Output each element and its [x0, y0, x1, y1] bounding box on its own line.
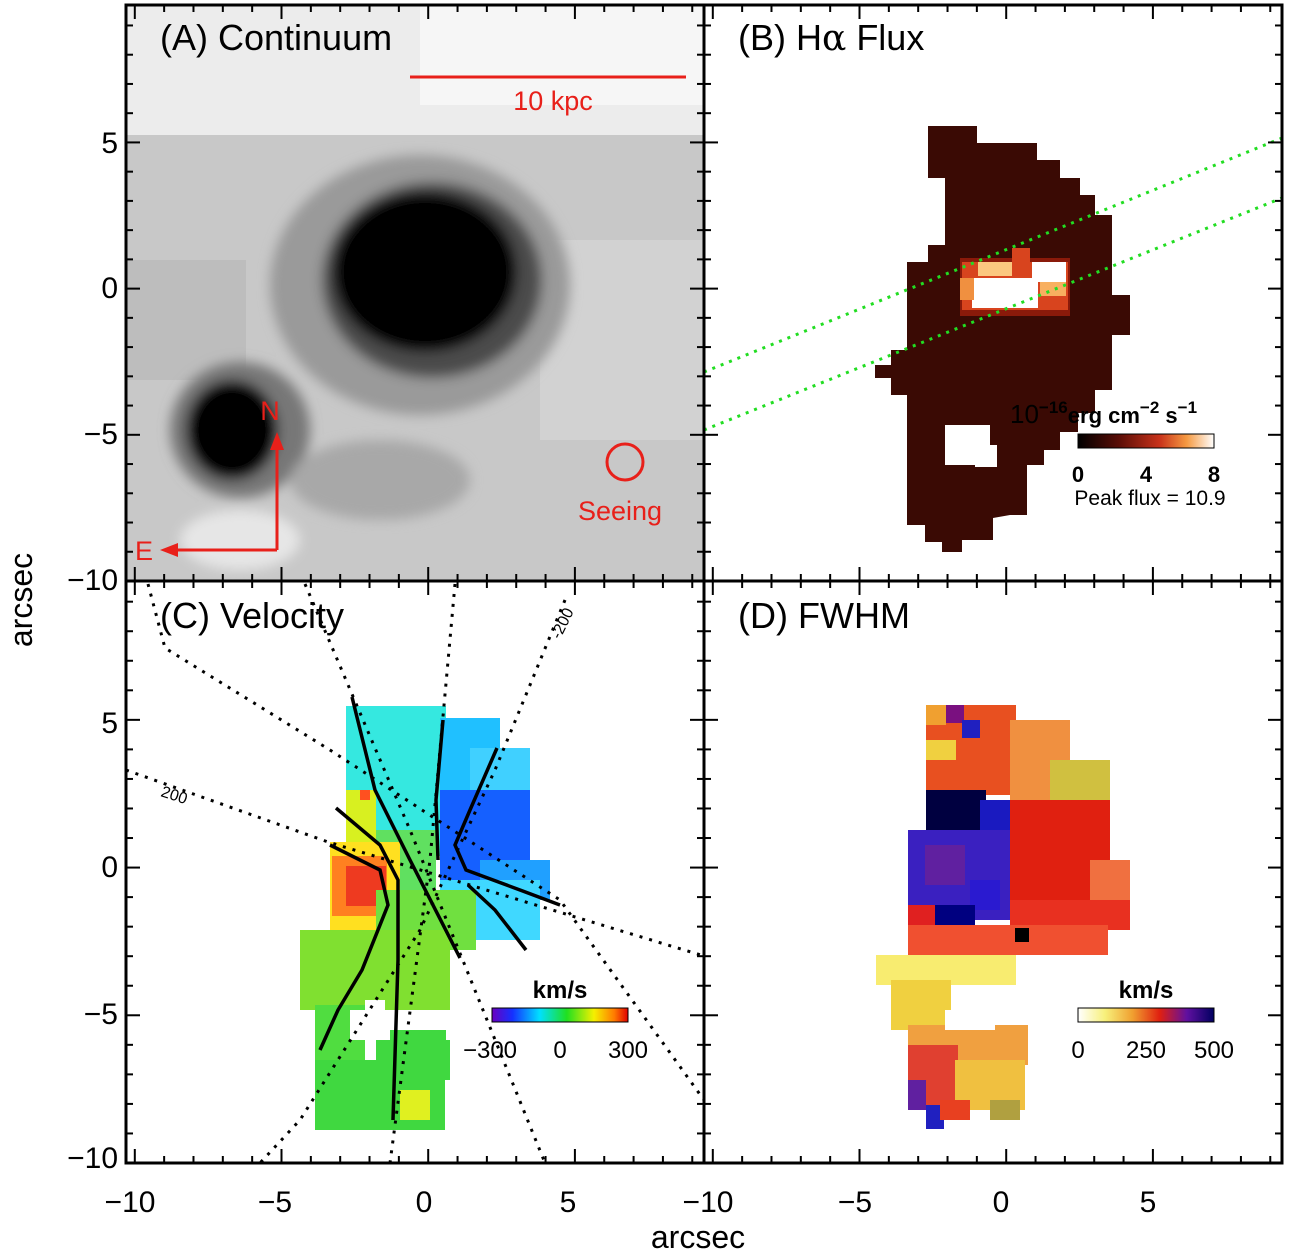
panel-b-title: (B) Hα Flux — [738, 17, 924, 59]
north-label: N — [260, 396, 280, 426]
y-tick-label-bottom-minus10: −10 — [67, 1142, 118, 1175]
fwhm-colorbar-unit: km/s — [1119, 977, 1174, 1004]
x-tick-label-left-5: 5 — [560, 1186, 577, 1219]
east-arrowhead — [160, 543, 178, 557]
flux-colorbar — [1077, 433, 1215, 449]
fwhm-colorbar-tick-0: 0 — [1071, 1037, 1084, 1064]
flux-colorbar-tick-4: 4 — [1140, 462, 1153, 487]
y-tick-label-top-minus5: −5 — [84, 418, 118, 451]
y-tick-label-top-0: 0 — [101, 272, 118, 305]
panel-d-title: (D) FWHM — [738, 595, 910, 636]
y-tick-label-top-minus10: −10 — [67, 564, 118, 597]
seeing-circle — [605, 442, 645, 482]
x-tick-label-left-minus5: −5 — [258, 1186, 292, 1219]
north-arrowhead — [270, 432, 284, 450]
velocity-colorbar-tick-300: 300 — [608, 1037, 648, 1064]
flux-colorbar-tick-0: 0 — [1072, 462, 1084, 487]
tick-marks — [126, 5, 1282, 1164]
velocity-map — [300, 706, 550, 1130]
fwhm-colorbar-tick-500: 500 — [1194, 1037, 1234, 1064]
velocity-colorbar-unit: km/s — [533, 977, 588, 1004]
y-tick-label-bottom-0: 0 — [101, 851, 118, 884]
velocity-model-lines — [126, 583, 704, 1163]
continuum-image — [126, 5, 704, 581]
seeing-label: Seeing — [578, 496, 662, 526]
east-label: E — [135, 536, 153, 566]
fwhm-colorbar-tick-250: 250 — [1126, 1037, 1166, 1064]
x-tick-label-right-0: 0 — [993, 1186, 1010, 1219]
x-axis-title: arcsec — [651, 1219, 745, 1255]
panel-a: 10 kpc Seeing N E (A) Continuum — [126, 5, 704, 581]
panel-c-title: (C) Velocity — [160, 595, 344, 636]
fwhm-map — [876, 705, 1130, 1129]
x-tick-label-left-minus10: −10 — [105, 1186, 156, 1219]
panel-b: 10−16erg cm−2 s−1 0 4 8 Peak flux = 10.9… — [704, 5, 1282, 581]
x-tick-label-right-minus5: −5 — [838, 1186, 872, 1219]
y-axis-title: arcsec — [3, 553, 39, 647]
x-tick-label-right-minus10: −10 — [683, 1186, 734, 1219]
velocity-colorbar-tick-0: 0 — [553, 1037, 566, 1064]
y-axis-labels: 5 0 −5 −10 5 0 −5 −10 — [67, 127, 118, 1175]
y-tick-label-bottom-5: 5 — [101, 707, 118, 740]
peak-flux-label: Peak flux = 10.9 — [1074, 487, 1225, 510]
x-axis-labels: −10 −5 0 5 −10 −5 0 5 — [105, 1186, 1157, 1219]
scalebar-label: 10 kpc — [513, 86, 593, 116]
velocity-colorbar — [491, 1007, 629, 1023]
flux-colorbar-unit: 10−16erg cm−2 s−1 — [1010, 398, 1197, 429]
x-tick-label-left-0: 0 — [416, 1186, 433, 1219]
flux-colorbar-tick-8: 8 — [1208, 462, 1220, 487]
y-tick-label-bottom-minus5: −5 — [84, 998, 118, 1031]
x-tick-label-right-5: 5 — [1140, 1186, 1157, 1219]
flux-map — [875, 126, 1130, 552]
velocity-contour-lines — [318, 696, 561, 1121]
velocity-colorbar-tick-neg300: −300 — [463, 1037, 517, 1064]
panel-a-title: (A) Continuum — [160, 17, 392, 58]
compass — [160, 432, 284, 557]
panel-d: km/s 0 250 500 (D) FWHM — [704, 581, 1282, 1163]
y-tick-label-top-5: 5 — [101, 127, 118, 160]
panel-c: -200 200 km/s −300 0 300 (C) Velocity — [126, 581, 704, 1163]
fwhm-colorbar — [1077, 1007, 1215, 1023]
